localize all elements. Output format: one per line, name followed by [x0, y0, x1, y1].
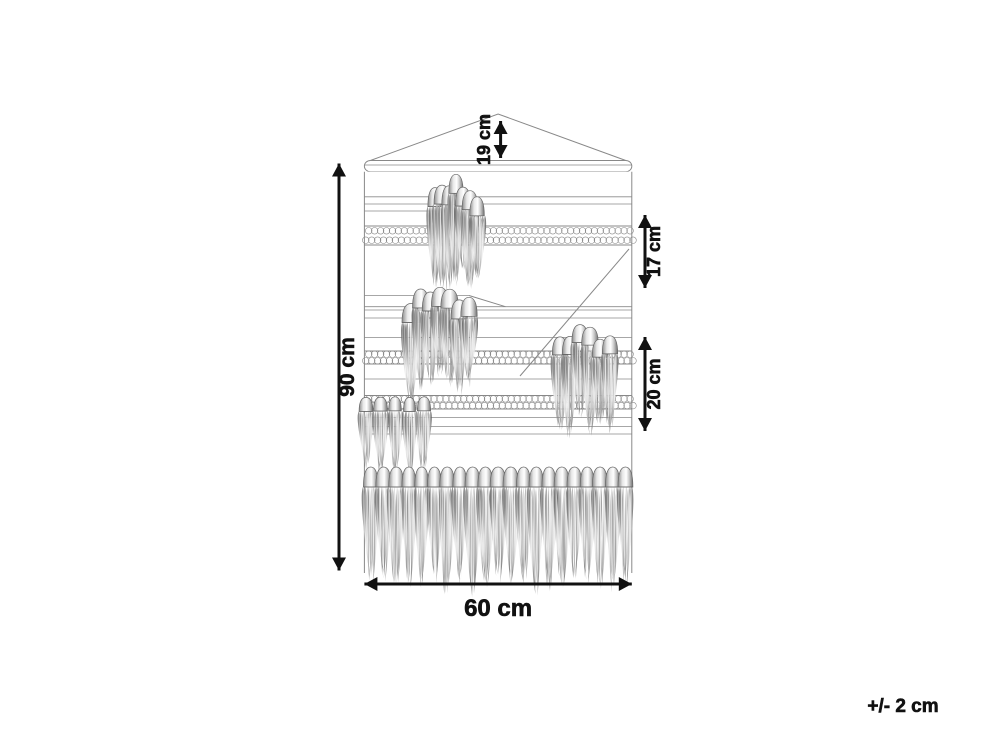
svg-text:20 cm: 20 cm	[644, 358, 664, 409]
svg-text:17 cm: 17 cm	[644, 226, 664, 277]
svg-text:60 cm: 60 cm	[464, 595, 532, 622]
svg-text:90 cm: 90 cm	[336, 337, 359, 397]
svg-text:+/- 2 cm: +/- 2 cm	[867, 696, 938, 717]
svg-text:19 cm: 19 cm	[474, 114, 494, 165]
